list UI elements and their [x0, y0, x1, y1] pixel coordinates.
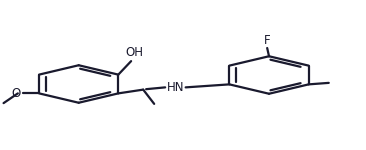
Text: F: F [264, 33, 270, 46]
Text: HN: HN [167, 81, 184, 94]
Text: OH: OH [126, 46, 144, 59]
Text: O: O [11, 87, 21, 100]
